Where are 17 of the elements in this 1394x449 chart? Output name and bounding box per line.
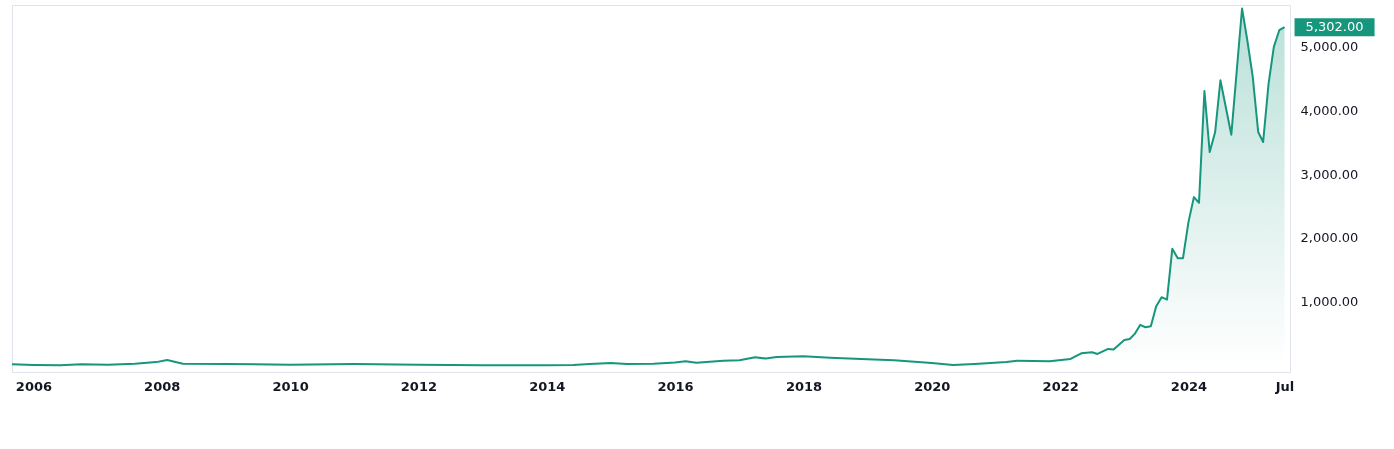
x-tick-label: 2014 — [529, 378, 566, 394]
x-tick-label: 2022 — [1042, 378, 1079, 394]
y-tick-label: 1,000.00 — [1300, 294, 1359, 310]
y-tick-label: 3,000.00 — [1300, 166, 1359, 182]
y-tick-label: 4,000.00 — [1300, 102, 1359, 118]
x-tick-label: 2020 — [914, 378, 951, 394]
annotation: 5,302.00 — [1305, 19, 1364, 35]
x-tick-label: 2012 — [400, 378, 437, 394]
x-tick-label: 2016 — [657, 378, 694, 394]
x-tick-label: 2024 — [1170, 378, 1208, 394]
x-tick-label: Jul — [1274, 378, 1295, 394]
y-tick-label: 2,000.00 — [1300, 230, 1359, 246]
x-tick-label: 2018 — [785, 378, 823, 394]
y-tick-label: 5,000.00 — [1300, 38, 1359, 54]
x-tick-label: 2010 — [272, 378, 309, 394]
x-tick-label: 2006 — [15, 378, 53, 394]
x-tick-label: 2008 — [144, 378, 181, 394]
